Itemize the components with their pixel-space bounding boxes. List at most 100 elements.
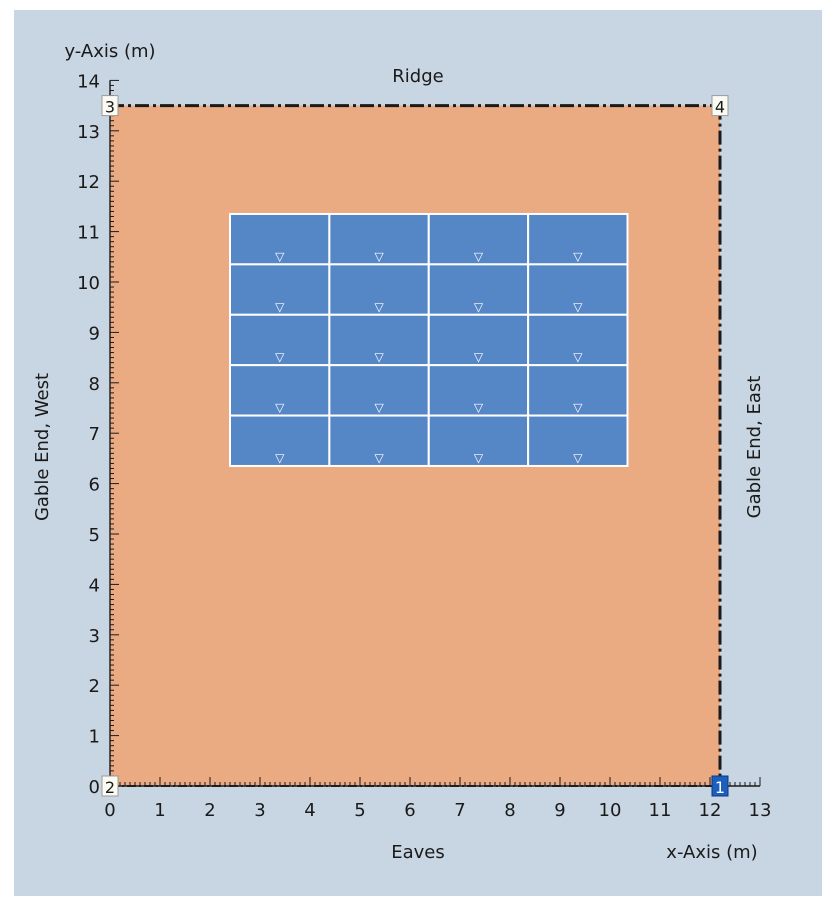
pv-module[interactable]: ▽: [527, 364, 629, 417]
pv-module-body[interactable]: [427, 313, 530, 367]
pv-module-marker: ▽: [573, 401, 583, 415]
pv-array[interactable]: ▽ ▽ ▽ ▽ ▽ ▽ ▽ ▽ ▽ ▽ ▽ ▽ ▽ ▽ ▽ ▽ ▽ ▽ ▽ ▽: [229, 212, 629, 467]
pv-module-marker: ▽: [474, 451, 484, 465]
pv-module-body[interactable]: [328, 414, 430, 467]
corner-marker: 3: [101, 95, 119, 117]
gable-east-label: Gable End, East: [744, 376, 765, 519]
y-tick-label: 6: [89, 475, 100, 496]
y-tick-label: 2: [89, 676, 100, 697]
pv-module-body[interactable]: [328, 212, 430, 266]
y-tick-label: 1: [89, 727, 100, 748]
x-tick-label: 9: [554, 800, 565, 821]
pv-module-marker: ▽: [275, 401, 285, 415]
pv-module-body[interactable]: [427, 263, 530, 316]
pv-module-body[interactable]: [527, 313, 629, 367]
pv-module-body[interactable]: [229, 313, 331, 367]
x-tick-label: 8: [504, 800, 515, 821]
corner-marker-label: 3: [105, 98, 115, 117]
y-tick-label: 12: [77, 172, 100, 193]
pv-module-marker: ▽: [573, 300, 583, 314]
ridge-label: Ridge: [392, 66, 443, 87]
eaves-label: Eaves: [391, 842, 445, 863]
pv-module-marker: ▽: [275, 300, 285, 314]
x-tick-label: 3: [254, 800, 265, 821]
x-tick-label: 1: [154, 800, 165, 821]
corner-markers: 1 2 3 4: [101, 95, 729, 797]
pv-module-marker: ▽: [374, 451, 384, 465]
corner-marker: 4: [711, 95, 729, 117]
pv-module[interactable]: ▽: [229, 313, 331, 367]
y-tick-label: 5: [89, 525, 100, 546]
pv-module-marker: ▽: [374, 249, 384, 263]
pv-module[interactable]: ▽: [328, 212, 430, 266]
pv-module[interactable]: ▽: [427, 263, 530, 316]
y-tick-label: 10: [77, 273, 100, 294]
pv-module[interactable]: ▽: [527, 414, 629, 467]
pv-module-marker: ▽: [275, 249, 285, 263]
x-tick-label: 6: [404, 800, 415, 821]
y-tick-label: 14: [77, 71, 100, 92]
y-tick-label: 3: [89, 626, 100, 647]
pv-module-body[interactable]: [527, 263, 629, 316]
pv-module[interactable]: ▽: [229, 364, 331, 417]
pv-module-marker: ▽: [474, 350, 484, 364]
pv-module[interactable]: ▽: [229, 414, 331, 467]
corner-marker-box: [101, 95, 119, 117]
pv-module-body[interactable]: [527, 414, 629, 467]
pv-module-marker: ▽: [275, 451, 285, 465]
pv-module[interactable]: ▽: [229, 263, 331, 316]
x-tick-label: 10: [599, 800, 622, 821]
corner-marker-box: [711, 95, 729, 117]
pv-module[interactable]: ▽: [229, 212, 331, 266]
y-tick-label: 7: [89, 424, 100, 445]
pv-module[interactable]: ▽: [527, 263, 629, 316]
x-tick-label: 2: [204, 800, 215, 821]
y-tick-label: 13: [77, 122, 100, 143]
pv-module-marker: ▽: [573, 350, 583, 364]
pv-module[interactable]: ▽: [527, 212, 629, 266]
x-tick-label: 11: [649, 800, 672, 821]
pv-module[interactable]: ▽: [328, 414, 430, 467]
pv-module[interactable]: ▽: [427, 212, 530, 266]
pv-module[interactable]: ▽: [427, 414, 530, 467]
pv-module-marker: ▽: [275, 350, 285, 364]
pv-module-body[interactable]: [427, 364, 530, 417]
pv-module-marker: ▽: [573, 451, 583, 465]
pv-module-marker: ▽: [374, 300, 384, 314]
x-tick-label: 12: [699, 800, 722, 821]
pv-module-body[interactable]: [527, 364, 629, 417]
x-tick-label: 5: [354, 800, 365, 821]
pv-module[interactable]: ▽: [328, 263, 430, 316]
pv-module-body[interactable]: [328, 364, 430, 417]
x-tick-label: 0: [104, 800, 115, 821]
pv-module-marker: ▽: [374, 401, 384, 415]
x-axis-title: x-Axis (m): [666, 842, 757, 863]
x-tick-label: 4: [304, 800, 315, 821]
gable-west-label: Gable End, West: [32, 373, 53, 521]
pv-module-marker: ▽: [474, 300, 484, 314]
pv-module-marker: ▽: [573, 249, 583, 263]
corner-marker: 1: [711, 775, 729, 797]
pv-module[interactable]: ▽: [427, 364, 530, 417]
pv-module-marker: ▽: [474, 249, 484, 263]
y-tick-label: 8: [89, 374, 100, 395]
x-tick-label: 7: [454, 800, 465, 821]
pv-module-marker: ▽: [374, 350, 384, 364]
y-tick-label: 11: [77, 223, 100, 244]
pv-module-body[interactable]: [229, 364, 331, 417]
pv-module[interactable]: ▽: [427, 313, 530, 367]
y-tick-label: 4: [89, 575, 100, 596]
pv-module[interactable]: ▽: [527, 313, 629, 367]
corner-marker: 2: [101, 775, 119, 797]
pv-module[interactable]: ▽: [328, 313, 430, 367]
y-axis-title: y-Axis (m): [64, 41, 155, 62]
pv-module-marker: ▽: [474, 401, 484, 415]
pv-module-body[interactable]: [229, 414, 331, 467]
pv-module-body[interactable]: [229, 212, 331, 266]
corner-marker-label: 4: [715, 98, 725, 117]
pv-module[interactable]: ▽: [328, 364, 430, 417]
y-tick-label: 0: [89, 777, 100, 798]
